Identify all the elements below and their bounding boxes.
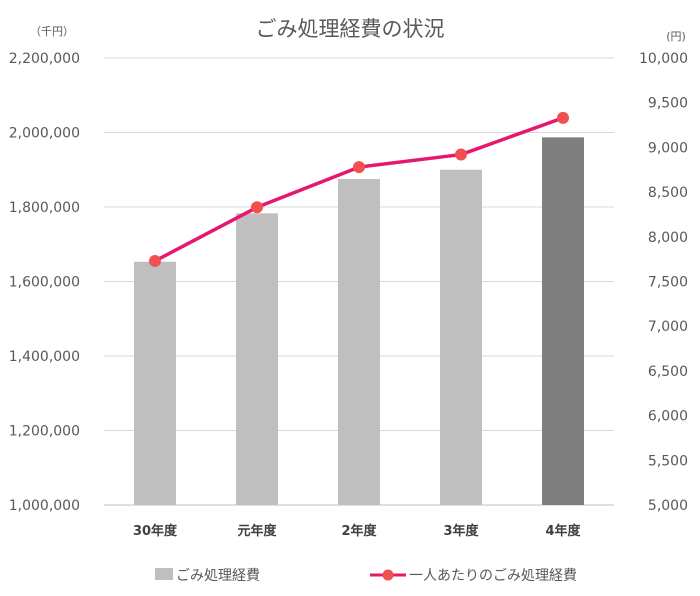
left-tick-label: 2,200,000 (9, 51, 80, 67)
line-series (149, 111, 569, 267)
right-tick-label: 7,500 (648, 275, 688, 291)
bar (542, 137, 584, 505)
right-tick-label: 8,000 (648, 230, 688, 246)
right-tick-label: 9,500 (648, 96, 688, 112)
bar (134, 261, 176, 505)
category-label: 2年度 (341, 523, 377, 539)
left-tick-label: 1,200,000 (9, 424, 80, 440)
legend-line-marker (382, 569, 394, 581)
right-axis-unit: (円) (666, 30, 686, 43)
right-tick-label: 5,000 (648, 498, 688, 514)
chart-title: ごみ処理経費の状況 (256, 17, 445, 41)
right-axis: 5,000 5,500 6,000 6,500 7,000 7,500 8,000 8,500… (639, 51, 688, 514)
right-tick-label: 5,500 (648, 453, 688, 469)
line-point (149, 254, 161, 267)
right-tick-label: 6,000 (648, 409, 688, 425)
left-axis-unit: （千円） (30, 25, 74, 38)
line-point (557, 111, 569, 124)
legend-bar-swatch (155, 568, 173, 580)
left-tick-label: 2,000,000 (9, 126, 80, 142)
legend-bar-label: ごみ処理経費 (176, 568, 260, 584)
bar (338, 179, 380, 505)
category-label: 元年度 (237, 523, 277, 539)
right-tick-label: 8,500 (648, 185, 688, 201)
left-tick-label: 1,000,000 (9, 498, 80, 514)
x-axis: 30年度 元年度 2年度 3年度 4年度 (133, 523, 582, 539)
line-point (251, 201, 263, 214)
right-tick-label: 6,500 (648, 364, 688, 380)
right-tick-label: 10,000 (639, 51, 688, 67)
right-tick-label: 7,000 (648, 319, 688, 335)
bar (236, 213, 278, 505)
line-point (455, 148, 467, 161)
left-tick-label: 1,800,000 (9, 200, 80, 216)
legend: ごみ処理経費 一人あたりのごみ処理経費 (155, 568, 577, 584)
bars (134, 137, 584, 505)
left-tick-label: 1,600,000 (9, 275, 80, 291)
legend-line-label: 一人あたりのごみ処理経費 (409, 568, 577, 584)
category-label: 4年度 (545, 523, 581, 539)
category-label: 3年度 (443, 523, 479, 539)
bar (440, 169, 482, 505)
line-point (353, 161, 365, 174)
category-label: 30年度 (133, 523, 178, 539)
right-tick-label: 9,000 (648, 140, 688, 156)
left-tick-label: 1,400,000 (9, 349, 80, 365)
left-axis: 1,000,000 1,200,000 1,400,000 1,600,000 1,80… (9, 51, 80, 514)
